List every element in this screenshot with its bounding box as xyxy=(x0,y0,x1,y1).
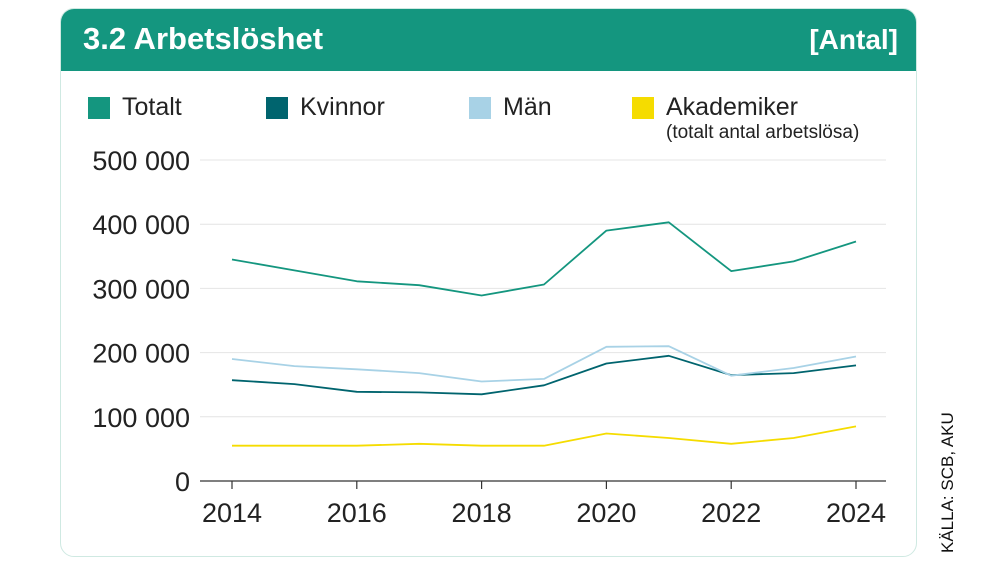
legend-item-man: Män xyxy=(469,92,552,122)
legend-label-kvinnor: Kvinnor xyxy=(300,93,385,121)
legend-label-totalt: Totalt xyxy=(122,93,182,121)
series-line-mn xyxy=(231,345,857,383)
legend-item-akademiker: Akademiker (totalt antal arbetslösa) xyxy=(632,92,859,144)
y-tick-label: 0 xyxy=(175,467,190,497)
x-tick-label: 2018 xyxy=(452,498,512,528)
legend-label-man: Män xyxy=(503,93,552,121)
x-tick-label: 2022 xyxy=(701,498,761,528)
chart-header: 3.2 Arbetslöshet [Antal] xyxy=(61,9,916,71)
y-tick-label: 500 000 xyxy=(92,146,190,176)
series-line-totalt xyxy=(231,221,857,297)
legend-note-akademiker: (totalt antal arbetslösa) xyxy=(666,122,860,143)
legend-swatch-kvinnor xyxy=(266,97,288,119)
y-tick-label: 400 000 xyxy=(92,210,190,240)
legend-item-kvinnor: Kvinnor xyxy=(266,92,385,122)
x-tick-label: 2020 xyxy=(576,498,636,528)
legend-label-akademiker: Akademiker xyxy=(666,93,798,121)
x-tick-label: 2016 xyxy=(327,498,387,528)
unit-label: [Antal] xyxy=(809,24,898,55)
series-line-kvinnor xyxy=(231,354,857,396)
legend-swatch-man xyxy=(469,97,491,119)
legend-item-totalt: Totalt xyxy=(88,92,182,122)
y-tick-label: 300 000 xyxy=(92,274,190,304)
legend-swatch-akademiker xyxy=(632,97,654,119)
chart-title: 3.2 Arbetslöshet xyxy=(83,21,324,56)
legend-swatch-totalt xyxy=(88,97,110,119)
x-tick-label: 2024 xyxy=(826,498,886,528)
series-line-akademiker xyxy=(232,425,857,447)
y-tick-label: 100 000 xyxy=(92,403,190,433)
x-tick-label: 2014 xyxy=(202,498,262,528)
source-note: KÄLLA: SCB, AKU xyxy=(938,412,957,553)
y-tick-label: 200 000 xyxy=(92,339,190,369)
